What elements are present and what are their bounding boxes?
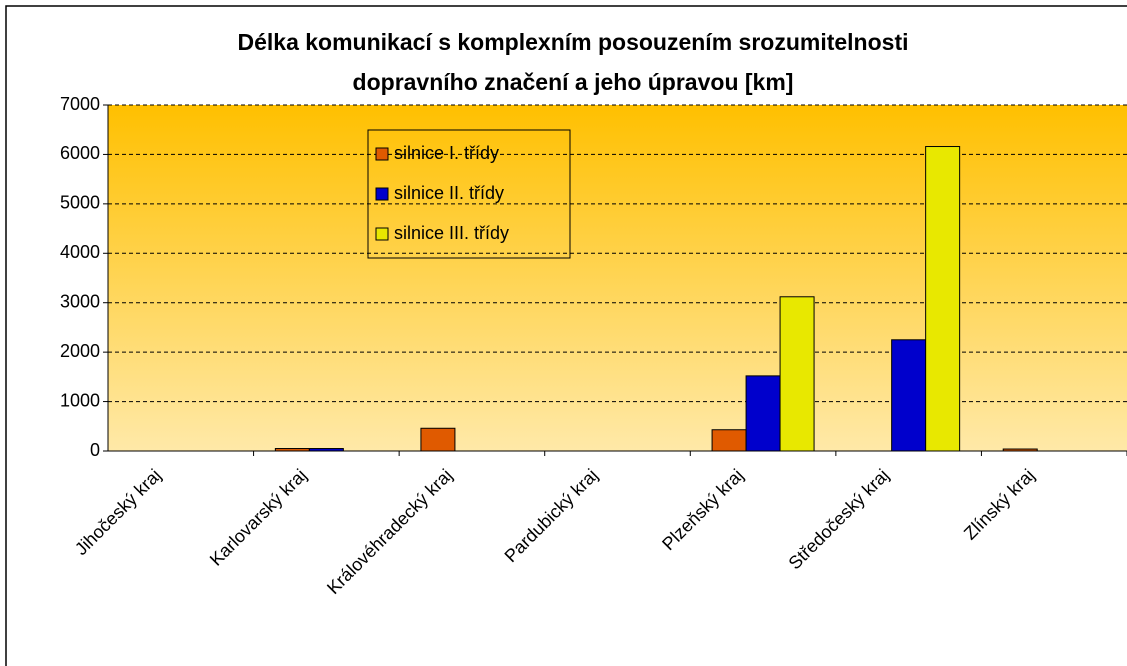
legend-swatch (375, 187, 389, 201)
y-tick-label: 6000 (60, 143, 100, 163)
y-tick-label: 4000 (60, 242, 100, 262)
bar (925, 146, 961, 452)
bar (308, 448, 344, 452)
bar (779, 296, 815, 452)
y-tick-label: 1000 (60, 390, 100, 410)
chart-title: dopravního značení a jeho úpravou [km] (353, 69, 794, 95)
y-tick-label: 0 (90, 440, 100, 460)
y-tick-label: 3000 (60, 291, 100, 311)
legend-swatch (375, 147, 389, 161)
chart-title: Délka komunikací s komplexním posouzením… (238, 29, 909, 55)
legend-label: silnice III. třídy (394, 223, 509, 243)
bar (420, 427, 456, 452)
y-tick-label: 7000 (60, 94, 100, 114)
bar (891, 339, 927, 452)
plot-area (108, 105, 1127, 451)
legend-label: silnice II. třídy (394, 183, 504, 203)
legend-swatch (375, 227, 389, 241)
bar (274, 448, 310, 452)
bar (711, 429, 747, 452)
y-tick-label: 2000 (60, 341, 100, 361)
bar (1002, 448, 1038, 452)
bar (745, 375, 781, 452)
legend-box (367, 129, 571, 259)
y-tick-label: 5000 (60, 193, 100, 213)
legend-label: silnice I. třídy (394, 143, 499, 163)
